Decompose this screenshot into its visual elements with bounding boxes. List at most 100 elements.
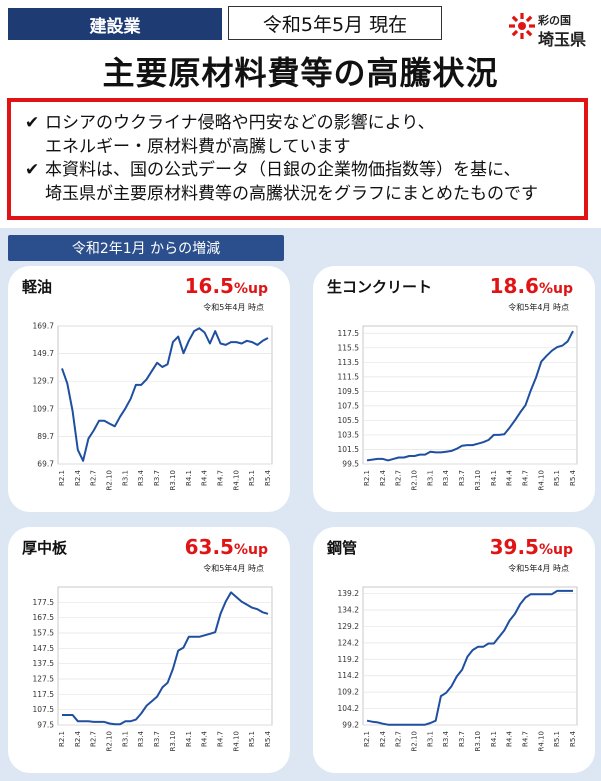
steel-pipe-line-chart: 99.2 104.2 109.2 114.2 119.2 124.2 129.2 134.2 1… bbox=[338, 586, 578, 751]
x-tick-label: R3.1 bbox=[426, 470, 434, 486]
logo-text-large: 埼玉県 bbox=[538, 30, 587, 49]
increase-percent-unit: %up bbox=[538, 542, 573, 558]
plot-area bbox=[57, 325, 273, 465]
notice-text: 埼玉県が主要原材料費等の高騰状況をグラフにまとめたものです bbox=[45, 183, 538, 204]
x-tick-label: R2.4 bbox=[74, 469, 82, 486]
x-tick-label: R4.10 bbox=[232, 731, 240, 751]
series-line bbox=[61, 327, 269, 462]
notice-text: 本資料は、国の公式データ（日銀の企業物価指数等）を基に、 bbox=[45, 160, 521, 180]
y-tick-label: 109.2 bbox=[338, 688, 360, 697]
saitama-logo: 彩の国 埼玉県 bbox=[508, 10, 598, 50]
x-tick-label: R3.4 bbox=[137, 469, 145, 486]
x-tick-label: R2.1 bbox=[58, 731, 66, 747]
x-tick-label: R4.1 bbox=[490, 470, 498, 486]
increase-percent: 39.5%up bbox=[490, 535, 573, 559]
x-tick-label: R3.4 bbox=[442, 730, 450, 747]
series-line bbox=[62, 591, 269, 726]
increase-percent-value: 63.5 bbox=[184, 535, 234, 559]
x-tick-label: R2.10 bbox=[411, 470, 419, 490]
as-of-label: 令和5年4月 時点 bbox=[508, 303, 569, 312]
x-tick-label: R4.7 bbox=[216, 470, 224, 486]
x-tick-label: R2.10 bbox=[411, 731, 419, 751]
y-tick-label: 99.5 bbox=[342, 460, 359, 469]
x-tick-label: R4.7 bbox=[521, 731, 529, 747]
y-tick-label: 89.7 bbox=[37, 432, 54, 441]
x-tick-label: R3.7 bbox=[458, 470, 466, 486]
chart-card-name: 鋼管 bbox=[327, 539, 358, 557]
date-label: 令和5年5月 現在 bbox=[262, 13, 408, 36]
x-tick-label: R5.1 bbox=[553, 731, 561, 747]
x-tick-label: R2.1 bbox=[58, 470, 66, 486]
chart-card-ready-mixed-concrete: 生コンクリート 18.6%up 令和5年4月 時点 99.5 101.5 103.5… bbox=[313, 266, 595, 512]
x-tick-label: R2.7 bbox=[395, 470, 403, 486]
as-of-label: 令和5年4月 時点 bbox=[203, 564, 264, 573]
y-tick-label: 103.5 bbox=[338, 430, 360, 439]
notice-text: ロシアのウクライナ侵略や円安などの影響により、 bbox=[45, 113, 435, 133]
increase-percent: 63.5%up bbox=[185, 535, 268, 559]
x-tick-label: R4.10 bbox=[537, 731, 545, 751]
y-tick-label: 129.7 bbox=[33, 377, 55, 386]
logo-text-small: 彩の国 bbox=[538, 14, 571, 27]
x-tick-label: R2.10 bbox=[106, 731, 114, 751]
chart-card-steel-pipe: 鋼管 39.5%up 令和5年4月 時点 99.2 104.2 109.2 114.2… bbox=[313, 527, 595, 773]
x-tick-label: R2.7 bbox=[395, 731, 403, 747]
concrete-line-chart: 99.5 101.5 103.5 105.5 107.5 109.5 111.5 113.5 1… bbox=[338, 325, 578, 490]
x-tick-label: R2.7 bbox=[90, 731, 98, 747]
series-line bbox=[366, 330, 574, 462]
x-tick-label: R5.4 bbox=[569, 730, 577, 747]
notice-box: ✔ ロシアのウクライナ侵略や円安などの影響により、 エネルギー・原材料費が高騰して… bbox=[7, 98, 588, 220]
x-tick-label: R3.10 bbox=[169, 731, 177, 751]
x-tick-label: R4.10 bbox=[232, 470, 240, 490]
y-tick-label: 114.2 bbox=[338, 671, 360, 680]
notice-line: エネルギー・原材料費が高騰しています bbox=[25, 136, 574, 160]
plot-area bbox=[362, 586, 578, 726]
x-tick-label: R3.1 bbox=[121, 731, 129, 747]
y-tick-label: 97.5 bbox=[37, 721, 54, 730]
increase-percent-value: 39.5 bbox=[489, 535, 539, 559]
increase-percent-value: 16.5 bbox=[184, 274, 234, 298]
x-tick-label: R2.4 bbox=[379, 730, 387, 747]
y-tick-label: 109.5 bbox=[338, 387, 360, 396]
y-tick-label: 124.2 bbox=[338, 638, 360, 647]
saitama-emblem-icon bbox=[509, 13, 535, 39]
x-tick-label: R3.7 bbox=[153, 731, 161, 747]
y-tick-label: 147.5 bbox=[33, 644, 55, 653]
x-tick-label: R4.10 bbox=[537, 470, 545, 490]
notice-text: エネルギー・原材料費が高騰しています bbox=[45, 136, 351, 157]
notice-line: ✔ 本資料は、国の公式データ（日銀の企業物価指数等）を基に、 bbox=[25, 159, 574, 183]
increase-percent-unit: %up bbox=[233, 281, 268, 297]
y-tick-label: 117.5 bbox=[33, 690, 55, 699]
chart-card-name: 生コンクリート bbox=[327, 278, 433, 296]
check-icon: ✔ bbox=[25, 160, 40, 180]
x-tick-label: R4.1 bbox=[185, 731, 193, 747]
x-tick-label: R4.1 bbox=[185, 470, 193, 486]
x-tick-label: R3.10 bbox=[474, 470, 482, 490]
x-tick-label: R3.10 bbox=[169, 470, 177, 490]
industry-label: 建設業 bbox=[89, 16, 141, 37]
y-tick-label: 149.7 bbox=[33, 349, 55, 358]
increase-percent: 16.5%up bbox=[185, 274, 268, 298]
x-tick-label: R2.7 bbox=[90, 470, 98, 486]
y-tick-label: 105.5 bbox=[338, 416, 360, 425]
check-icon: ✔ bbox=[25, 113, 40, 133]
as-of-label: 令和5年4月 時点 bbox=[508, 564, 569, 573]
increase-percent: 18.6%up bbox=[490, 274, 573, 298]
x-tick-label: R4.4 bbox=[201, 469, 209, 486]
steel-plate-line-chart: 97.5 107.5 117.5 127.5 137.5 147.5 157.5 167.5 1… bbox=[33, 586, 273, 751]
y-tick-label: 111.5 bbox=[338, 372, 360, 381]
x-tick-label: R5.1 bbox=[248, 731, 256, 747]
y-tick-label: 107.5 bbox=[33, 705, 55, 714]
section-heading: 令和2年1月 からの増減 bbox=[8, 235, 284, 261]
x-tick-label: R5.4 bbox=[264, 730, 272, 747]
x-tick-label: R5.1 bbox=[248, 470, 256, 486]
y-tick-label: 113.5 bbox=[338, 358, 360, 367]
as-of-label: 令和5年4月 時点 bbox=[203, 303, 264, 312]
y-tick-label: 177.5 bbox=[33, 598, 55, 607]
x-tick-label: R4.7 bbox=[216, 731, 224, 747]
y-tick-label: 169.7 bbox=[33, 322, 55, 331]
notice-line: 埼玉県が主要原材料費等の高騰状況をグラフにまとめたものです bbox=[25, 183, 574, 207]
increase-percent-unit: %up bbox=[538, 281, 573, 297]
y-tick-label: 109.7 bbox=[33, 404, 55, 413]
x-tick-label: R5.1 bbox=[553, 470, 561, 486]
increase-percent-value: 18.6 bbox=[489, 274, 539, 298]
